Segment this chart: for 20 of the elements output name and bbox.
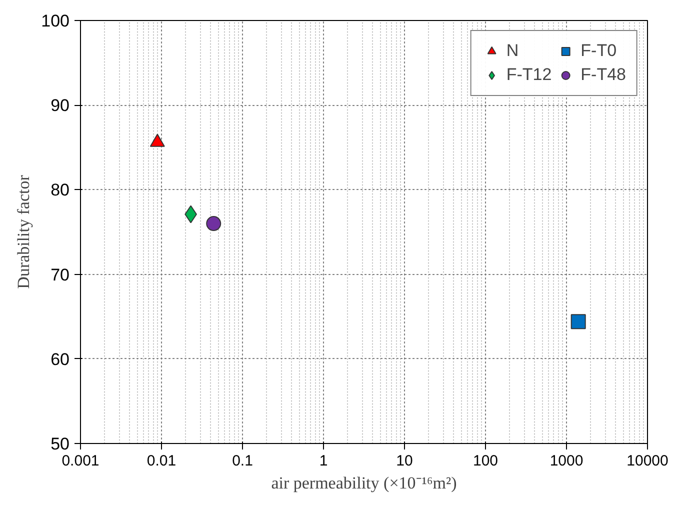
x-tick-label: 1000 [550,452,584,470]
y-tick-label: 80 [50,180,70,200]
x-tick-label: 1 [319,452,328,470]
x-tick-label: 0.1 [232,452,253,470]
x-tick-label: 10000 [626,452,668,470]
y-tick-label: 70 [50,265,70,284]
x-axis-title: air permeability (×10⁻¹⁶m²) [271,474,457,492]
y-tick-label: 60 [50,350,70,369]
legend-label: N [506,41,520,61]
y-tick-label: 90 [50,96,70,116]
x-tick-label: 100 [472,452,498,470]
legend-label: F-T48 [580,65,626,85]
y-axis-title: Durability factor [14,174,34,289]
y-tick-label: 100 [41,12,70,30]
x-tick-label: 0.01 [146,452,176,470]
x-tick-label: 10 [396,452,413,470]
legend-label: F-T12 [506,65,552,85]
y-tick-label: 50 [50,434,70,454]
x-tick-label: 0.001 [62,452,100,470]
legend-label: F-T0 [580,41,617,61]
